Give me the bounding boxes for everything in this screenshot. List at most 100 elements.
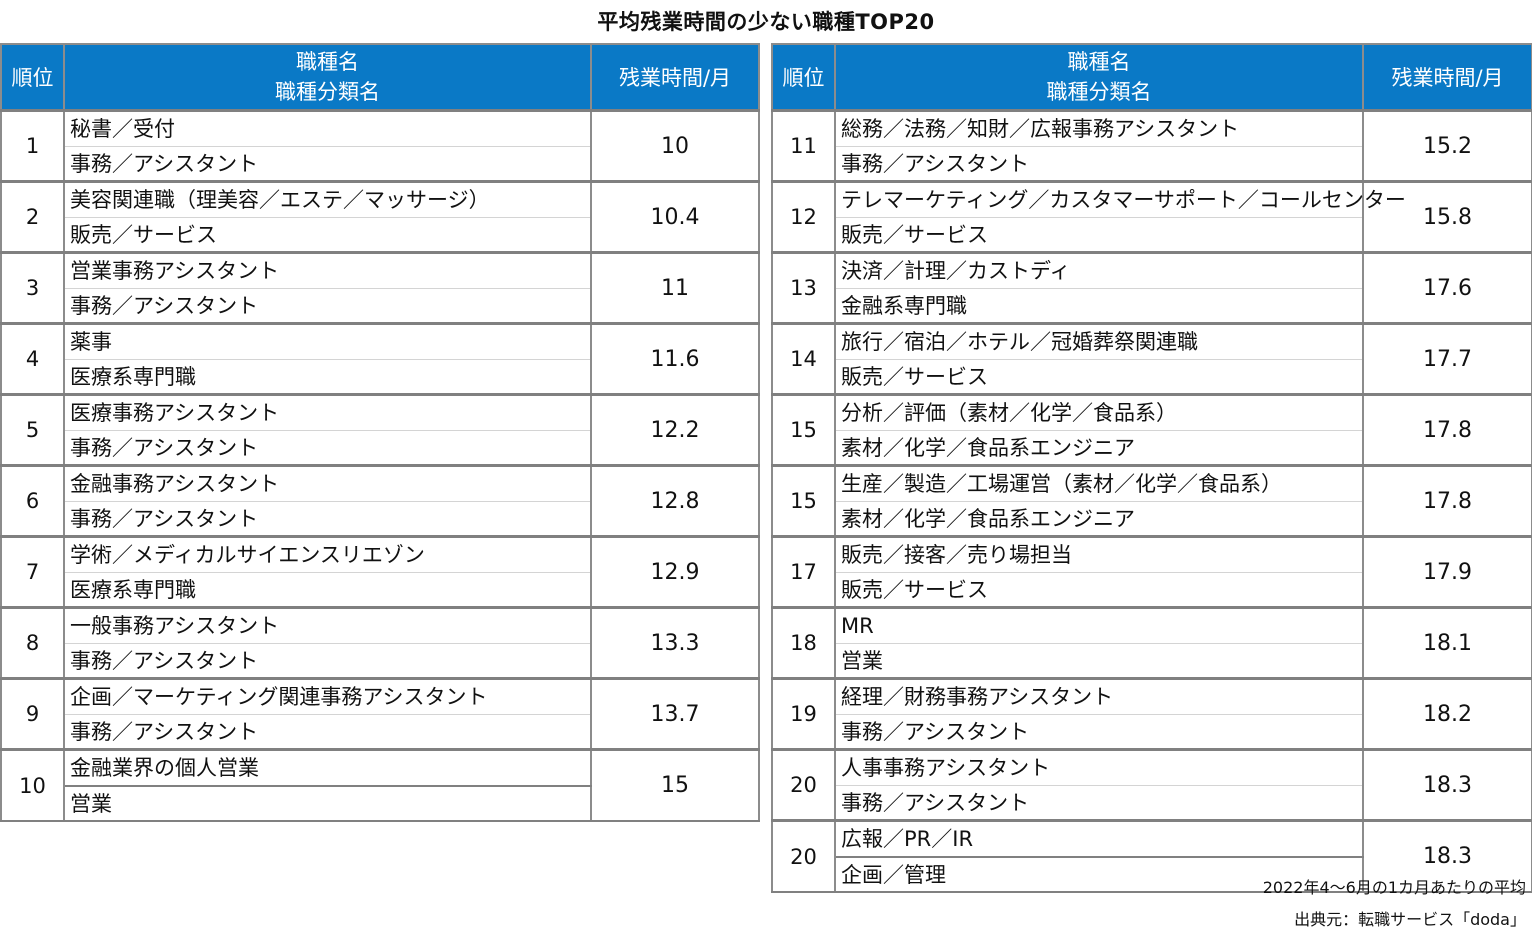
job-name-cell: 総務／法務／知財／広報事務アシスタント [834, 109, 1364, 147]
overtime-hours-cell: 18.2 [1362, 677, 1532, 751]
table-header-row: 順位 職種名 職種分類名 残業時間/月 [771, 43, 1532, 112]
table-row: 14 旅行／宿泊／ホテル／冠婚葬祭関連職 17.7 [771, 322, 1532, 396]
table-row-sub: 事務／アシスタント [1, 714, 759, 751]
job-name-cell: 企画／マーケティング関連事務アシスタント [63, 677, 592, 715]
job-name-cell: 学術／メディカルサイエンスリエゾン [63, 535, 592, 573]
source-note: 出典元：転職サービス「doda」 [1294, 910, 1526, 929]
job-name-cell: 金融業界の個人営業 [63, 748, 592, 787]
table-row: 15 分析／評価（素材／化学／食品系） 17.8 [771, 393, 1532, 467]
job-category-cell: 事務／アシスタント [63, 430, 592, 467]
rank-cell: 17 [771, 535, 836, 609]
job-category-cell: 販売／サービス [834, 359, 1364, 396]
table-row-sub: 営業 [1, 786, 759, 822]
table-row-sub: 事務／アシスタント [1, 146, 759, 183]
job-name-cell: 決済／計理／カストディ [834, 251, 1364, 289]
table-row: 19 経理／財務事務アシスタント 18.2 [771, 677, 1532, 751]
job-category-cell: 販売／サービス [63, 217, 592, 254]
overtime-hours-cell: 17.6 [1362, 251, 1532, 325]
overtime-hours-cell: 13.7 [590, 677, 760, 751]
rank-cell: 5 [0, 393, 65, 467]
job-category-cell: 事務／アシスタント [63, 501, 592, 538]
job-name-cell: 旅行／宿泊／ホテル／冠婚葬祭関連職 [834, 322, 1364, 360]
header-job-name: 職種名 [1067, 50, 1131, 74]
table-row: 5 医療事務アシスタント 12.2 [0, 393, 760, 467]
header-rank: 順位 [0, 43, 65, 112]
header-overtime: 残業時間/月 [590, 43, 760, 112]
table-row-sub: 医療系専門職 [1, 359, 759, 396]
rank-cell: 3 [0, 251, 65, 325]
overtime-hours-cell: 15.8 [1362, 180, 1532, 254]
table-row-sub: 事務／アシスタント [1, 643, 759, 680]
table-row-sub: 事務／アシスタント [772, 714, 1532, 751]
job-category-cell: 素材／化学／食品系エンジニア [834, 430, 1364, 467]
table-row-sub: 素材／化学／食品系エンジニア [772, 501, 1532, 538]
rank-cell: 20 [771, 819, 836, 893]
job-category-cell: 営業 [63, 786, 592, 822]
rank-cell: 10 [0, 748, 65, 822]
table-row-sub: 事務／アシスタント [1, 430, 759, 467]
table-row-sub: 販売／サービス [772, 217, 1532, 254]
ranking-table-left: 順位 職種名 職種分類名 残業時間/月 1 秘書／受付 10 事務／アシスタント 2 美容… [0, 43, 760, 822]
job-category-cell: 金融系専門職 [834, 288, 1364, 325]
table-row: 8 一般事務アシスタント 13.3 [0, 606, 760, 680]
job-category-cell: 事務／アシスタント [834, 785, 1364, 822]
table-row-sub: 医療系専門職 [1, 572, 759, 609]
job-name-cell: 分析／評価（素材／化学／食品系） [834, 393, 1364, 431]
overtime-hours-cell: 18.3 [1362, 819, 1532, 893]
job-name-cell: 販売／接客／売り場担当 [834, 535, 1364, 573]
overtime-hours-cell: 10.4 [590, 180, 760, 254]
job-name-cell: 営業事務アシスタント [63, 251, 592, 289]
overtime-hours-cell: 18.1 [1362, 606, 1532, 680]
table-row-sub: 事務／アシスタント [1, 501, 759, 538]
rank-cell: 4 [0, 322, 65, 396]
rank-cell: 11 [771, 109, 836, 183]
rank-cell: 6 [0, 464, 65, 538]
overtime-hours-cell: 18.3 [1362, 748, 1532, 822]
overtime-hours-cell: 15 [590, 748, 760, 822]
rank-cell: 13 [771, 251, 836, 325]
table-row: 11 総務／法務／知財／広報事務アシスタント 15.2 [771, 109, 1532, 183]
header-job: 職種名 職種分類名 [834, 43, 1364, 112]
rank-cell: 20 [771, 748, 836, 822]
rank-cell: 7 [0, 535, 65, 609]
table-row: 3 営業事務アシスタント 11 [0, 251, 760, 325]
job-name-cell: 人事事務アシスタント [834, 748, 1364, 786]
job-name-cell: 広報／PR／IR [834, 819, 1364, 858]
overtime-hours-cell: 12.9 [590, 535, 760, 609]
table-row: 20 広報／PR／IR 18.3 [771, 819, 1532, 893]
header-job-category: 職種分類名 [1046, 80, 1152, 104]
header-job: 職種名 職種分類名 [63, 43, 592, 112]
rank-cell: 1 [0, 109, 65, 183]
job-category-cell: 販売／サービス [834, 572, 1364, 609]
table-row-sub: 企画／管理 [772, 857, 1532, 893]
job-name-cell: 美容関連職（理美容／エステ／マッサージ） [63, 180, 592, 218]
table-row: 4 薬事 11.6 [0, 322, 760, 396]
rank-cell: 9 [0, 677, 65, 751]
header-job-category: 職種分類名 [275, 80, 380, 104]
overtime-hours-cell: 13.3 [590, 606, 760, 680]
overtime-hours-cell: 17.8 [1362, 393, 1532, 467]
rank-cell: 18 [771, 606, 836, 680]
overtime-hours-cell: 10 [590, 109, 760, 183]
rank-cell: 8 [0, 606, 65, 680]
table-row-sub: 営業 [772, 643, 1532, 680]
overtime-hours-cell: 17.9 [1362, 535, 1532, 609]
table-row: 13 決済／計理／カストディ 17.6 [771, 251, 1532, 325]
table-row-sub: 素材／化学／食品系エンジニア [772, 430, 1532, 467]
table-row-sub: 事務／アシスタント [772, 785, 1532, 822]
table-row: 17 販売／接客／売り場担当 17.9 [771, 535, 1532, 609]
job-category-cell: 販売／サービス [834, 217, 1364, 254]
job-category-cell: 事務／アシスタント [63, 714, 592, 751]
header-rank: 順位 [771, 43, 836, 112]
job-name-cell: 生産／製造／工場運営（素材／化学／食品系） [834, 464, 1364, 502]
overtime-hours-cell: 15.2 [1362, 109, 1532, 183]
table-row-sub: 販売／サービス [1, 217, 759, 254]
job-category-cell: 医療系専門職 [63, 359, 592, 396]
job-category-cell: 事務／アシスタント [63, 643, 592, 680]
table-body-left: 1 秘書／受付 10 事務／アシスタント 2 美容関連職（理美容／エステ／マッサージ） 10… [0, 109, 760, 822]
header-overtime: 残業時間/月 [1362, 43, 1532, 112]
job-category-cell: 営業 [834, 643, 1364, 680]
rank-cell: 19 [771, 677, 836, 751]
table-row-sub: 金融系専門職 [772, 288, 1532, 325]
table-row-sub: 事務／アシスタント [772, 146, 1532, 183]
